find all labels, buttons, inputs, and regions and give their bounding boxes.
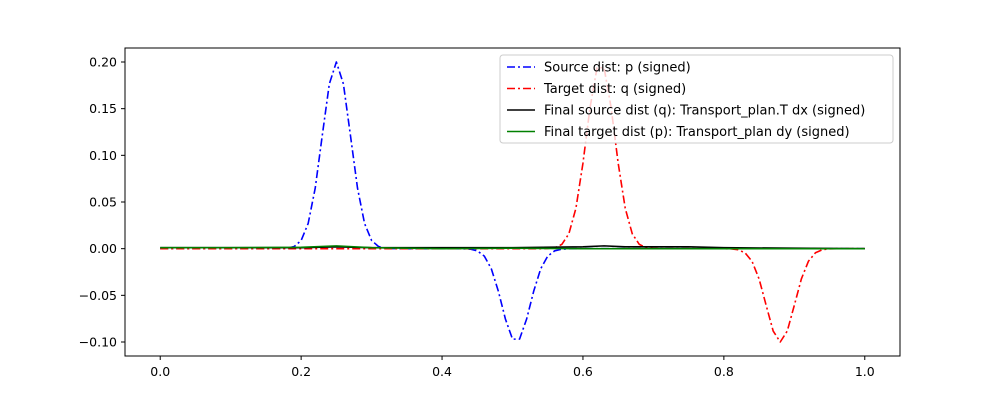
y-tick-label: 0.05 — [89, 195, 117, 210]
y-tick-label: 0.20 — [89, 55, 117, 70]
x-tick-label: 0.6 — [573, 364, 593, 379]
series-line-4 — [160, 245, 865, 250]
x-tick-label: 0.4 — [432, 364, 452, 379]
legend-label: Source dist: p (signed) — [544, 61, 691, 76]
y-tick-label: 0.15 — [89, 101, 117, 116]
x-tick-label: 0.8 — [714, 364, 734, 379]
legend-box — [499, 54, 894, 144]
legend-label: Final target dist (p): Transport_plan dy… — [544, 125, 850, 140]
x-tick-label: 0.0 — [150, 364, 170, 379]
y-tick-label: −0.10 — [79, 335, 117, 350]
x-tick-label: 1.0 — [855, 364, 875, 379]
y-tick-label: 0.10 — [89, 148, 117, 163]
y-tick-label: 0.00 — [89, 241, 117, 256]
legend: Source dist: p (signed) Target dist: q (s… — [499, 54, 894, 144]
legend-label: Final source dist (q): Transport_plan.T … — [544, 104, 865, 119]
legend-label: Target dist: q (signed) — [543, 82, 686, 97]
x-axis: 0.0 0.2 0.4 0.6 0.8 1.0 — [150, 356, 875, 379]
x-tick-label: 0.2 — [291, 364, 311, 379]
y-tick-label: −0.05 — [79, 288, 117, 303]
series-layer — [160, 61, 865, 343]
y-axis: −0.10 −0.05 0.00 0.05 0.10 0.15 0.20 — [79, 55, 125, 350]
